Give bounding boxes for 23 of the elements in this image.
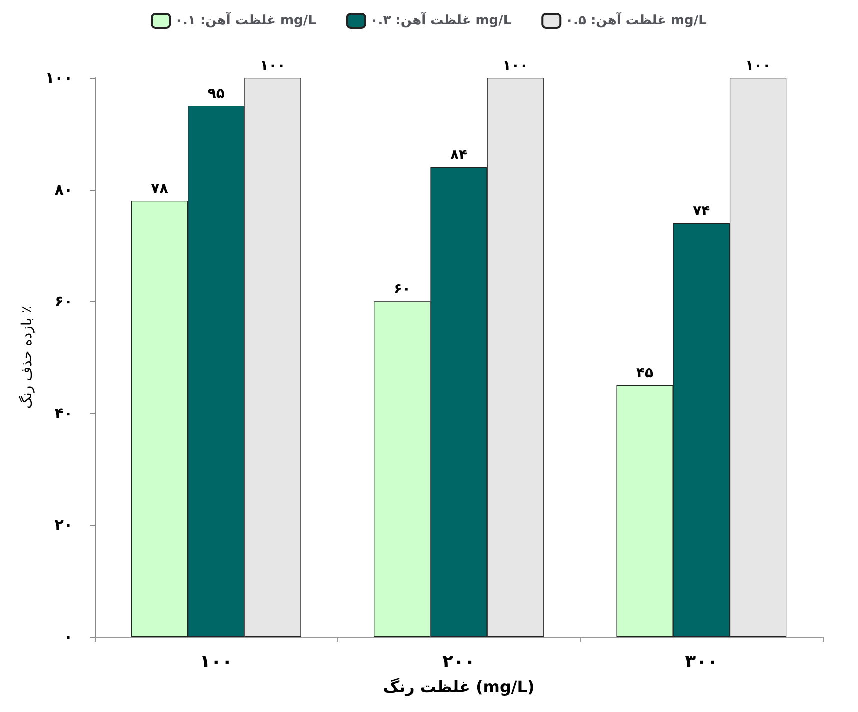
x-tick-label: ۱۰۰ [200, 652, 233, 672]
data-label: ۱۰۰ [502, 58, 528, 74]
x-tick-label: ۲۰۰ [442, 652, 476, 672]
data-label: ۶۰ [394, 282, 411, 298]
y-tick-label: ۶۰ [54, 292, 73, 311]
legend-label: غلظت آهن: ۰.۳ mg/L [370, 12, 512, 28]
data-label: ۷۸ [151, 180, 169, 197]
x-axis-title: غلظت رنگ (mg/L) [383, 678, 535, 696]
y-tick-label: ۱۰۰ [46, 69, 73, 87]
y-tick-label: ۲۰ [54, 516, 73, 534]
y-axis-title: بازده حذف رنگ ٪ [18, 306, 36, 410]
x-tick-label: ۳۰۰ [685, 652, 718, 672]
data-label: ۷۴ [693, 203, 711, 220]
legend-label: غلظت آهن: ۰.۱ mg/L [175, 12, 316, 28]
y-tick-label: ۴۰ [54, 404, 73, 422]
data-label: ۱۰۰ [745, 58, 772, 74]
data-label: ۱۰۰ [260, 58, 286, 74]
data-label: ۹۵ [208, 86, 226, 102]
y-tick-label: ۸۰ [54, 180, 73, 199]
data-label: ۸۴ [450, 147, 468, 164]
legend-label: غلظت آهن: ۰.۵ mg/L [566, 12, 707, 28]
y-tick-label: ۰ [64, 628, 73, 646]
data-label: ۴۵ [636, 365, 654, 382]
